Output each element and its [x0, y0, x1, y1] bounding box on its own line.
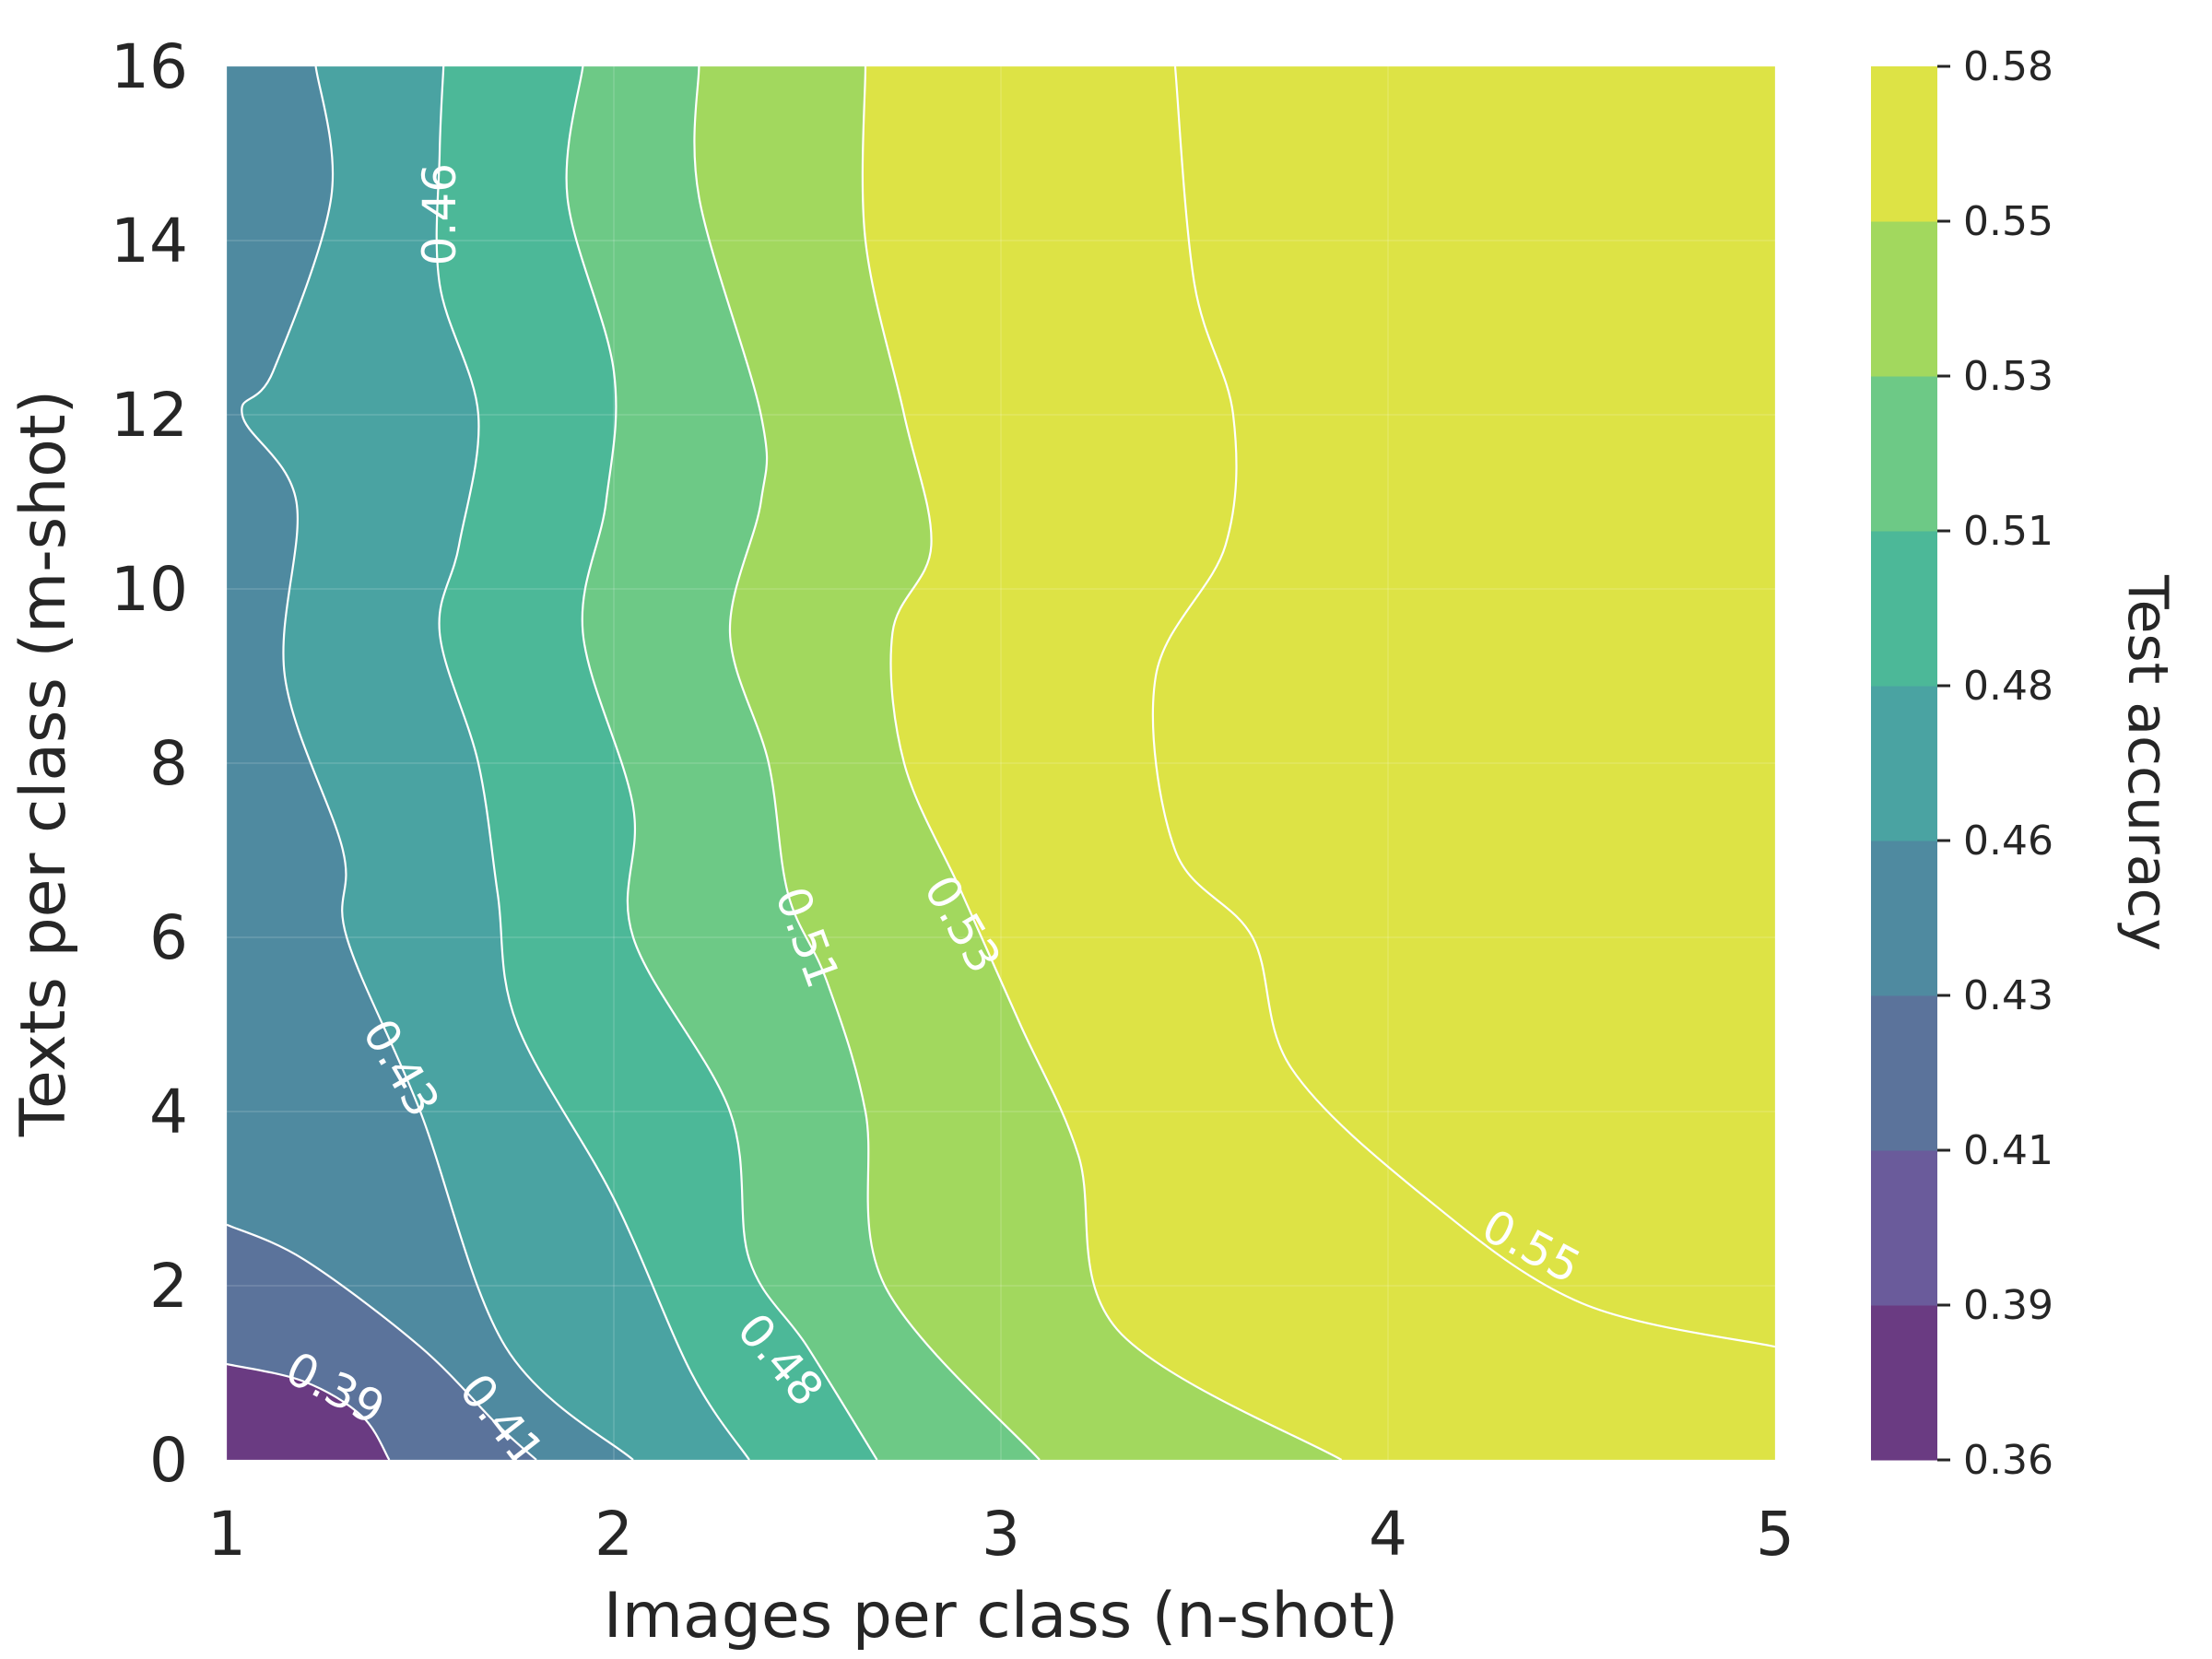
colorbar: 0.36 0.39 0.41 0.43 0.46 0.48 0.51 0.53 0.55 0.58: [1871, 43, 2053, 1484]
colorbar-segment: [1871, 841, 1937, 996]
contour-line: [861, 66, 1343, 1460]
colorbar-tick-label: 0.46: [1963, 818, 2053, 865]
x-axis-title: Images per class (n-shot): [604, 1580, 1398, 1653]
colorbar-tick-label: 0.58: [1963, 43, 2053, 90]
y-tick-label: 2: [149, 1251, 188, 1322]
y-tick-label: 0: [149, 1425, 188, 1496]
y-tick-label: 12: [111, 380, 188, 451]
contour-line: [227, 1362, 391, 1460]
y-tick-label: 6: [149, 902, 188, 973]
colorbar-tick-label: 0.51: [1963, 508, 2053, 555]
contour-line: [435, 66, 750, 1460]
y-tick-label: 14: [111, 206, 188, 276]
contour-line: [1151, 66, 1775, 1348]
contour-lines: [227, 66, 1775, 1460]
contour-band: [227, 66, 633, 1460]
colorbar-segment: [1871, 995, 1937, 1151]
y-tick-label: 16: [111, 31, 188, 102]
contour-band: [227, 1364, 390, 1460]
y-tick-labels: 0 2 4 6 8 10 12 14 16: [111, 31, 188, 1496]
y-tick-label: 4: [149, 1077, 188, 1147]
contour-label: 0.46: [413, 163, 466, 265]
contour-line: [241, 66, 634, 1460]
colorbar-segment: [1871, 66, 1937, 222]
colorbar-segment: [1871, 686, 1937, 841]
contour-line: [565, 66, 878, 1460]
colorbar-segment: [1871, 221, 1937, 377]
colorbar-title: Test accuracy: [2115, 574, 2180, 951]
y-tick-label: 8: [149, 728, 188, 799]
x-tick-label: 3: [982, 1499, 1020, 1570]
colorbar-segment: [1871, 1150, 1937, 1306]
x-tick-label: 5: [1756, 1499, 1794, 1570]
contour-regions: [227, 66, 1775, 1460]
colorbar-segment: [1871, 376, 1937, 532]
x-tick-label: 1: [207, 1499, 246, 1570]
contour-line: [693, 66, 1041, 1460]
colorbar-tick-label: 0.41: [1963, 1127, 2053, 1174]
x-tick-label: 4: [1369, 1499, 1407, 1570]
colorbar-segment: [1871, 1305, 1937, 1461]
colorbar-tick-label: 0.36: [1963, 1437, 2053, 1484]
colorbar-segment: [1871, 531, 1937, 687]
y-axis-title: Texts per class (m-shot): [7, 390, 80, 1137]
colorbar-tick-label: 0.53: [1963, 353, 2053, 400]
colorbar-tick-label: 0.48: [1963, 663, 2053, 710]
plot-area: 0.39 0.410.430.460.480.51 0.530.55: [227, 66, 1775, 1477]
colorbar-tick-label: 0.39: [1963, 1282, 2053, 1329]
colorbar-tick-label: 0.43: [1963, 972, 2053, 1019]
y-tick-label: 10: [111, 554, 188, 625]
contour-line: [227, 1223, 537, 1460]
colorbar-tick-label: 0.55: [1963, 198, 2053, 245]
x-tick-label: 2: [594, 1499, 633, 1570]
grid-lines: [227, 66, 1775, 1460]
x-tick-labels: 1 2 3 4 5: [207, 1499, 1794, 1570]
